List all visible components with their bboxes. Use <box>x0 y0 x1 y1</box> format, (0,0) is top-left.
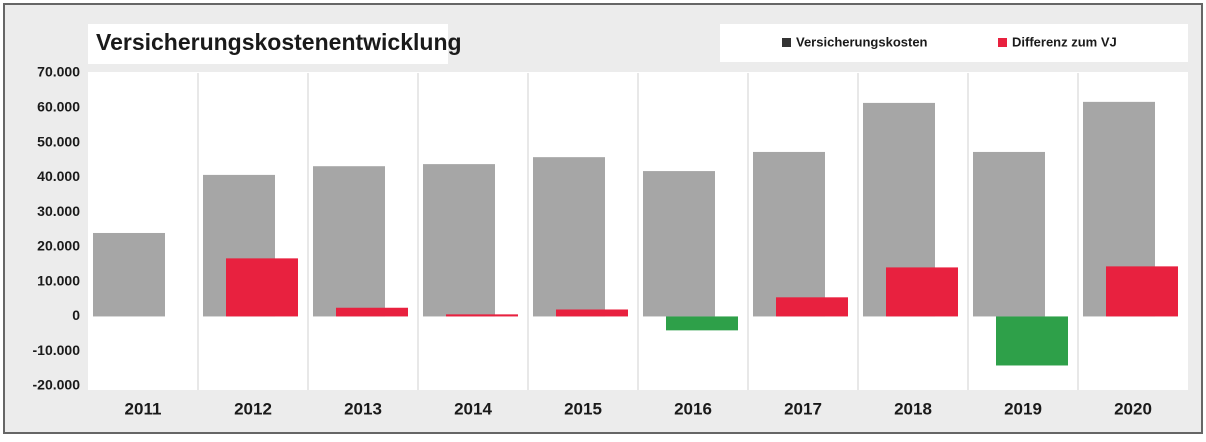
y-tick-label: 60.000 <box>37 98 80 114</box>
bar <box>886 267 958 317</box>
bar <box>423 164 495 317</box>
y-tick-label: -20.000 <box>33 377 81 393</box>
legend-label: Versicherungskosten <box>796 34 928 49</box>
bar <box>313 166 385 317</box>
bar <box>643 171 715 317</box>
bar <box>556 309 628 317</box>
x-tick-label: 2020 <box>1114 399 1152 418</box>
x-tick-label: 2018 <box>894 399 932 418</box>
x-tick-label: 2011 <box>125 399 162 418</box>
y-tick-label: 30.000 <box>37 203 80 219</box>
title-box <box>88 24 448 64</box>
bar <box>93 232 165 317</box>
bar <box>973 151 1045 317</box>
bar <box>446 314 518 317</box>
y-tick-label: -10.000 <box>33 342 81 358</box>
bar <box>533 157 605 317</box>
bar <box>226 258 298 317</box>
x-tick-label: 2012 <box>234 399 272 418</box>
y-tick-label: 70.000 <box>37 64 80 80</box>
y-tick-label: 40.000 <box>37 168 80 184</box>
x-tick-label: 2014 <box>454 399 492 418</box>
bar <box>776 297 848 317</box>
y-tick-label: 10.000 <box>37 272 80 288</box>
y-tick-label: 0 <box>72 307 80 323</box>
legend-swatch <box>998 38 1007 47</box>
y-tick-label: 50.000 <box>37 133 80 149</box>
x-tick-label: 2017 <box>784 399 822 418</box>
x-tick-label: 2015 <box>564 399 602 418</box>
bar <box>336 307 408 317</box>
bar <box>996 316 1068 366</box>
bar <box>666 316 738 331</box>
x-tick-label: 2016 <box>674 399 712 418</box>
x-tick-label: 2013 <box>344 399 382 418</box>
y-tick-label: 20.000 <box>37 238 80 254</box>
bar <box>1106 266 1178 317</box>
legend-box <box>720 24 1188 62</box>
legend-swatch <box>782 38 791 47</box>
legend-label: Differenz zum VJ <box>1012 34 1117 49</box>
bar <box>753 151 825 317</box>
x-tick-label: 2019 <box>1004 399 1042 418</box>
chart-title: Versicherungskostenentwicklung <box>96 29 462 55</box>
